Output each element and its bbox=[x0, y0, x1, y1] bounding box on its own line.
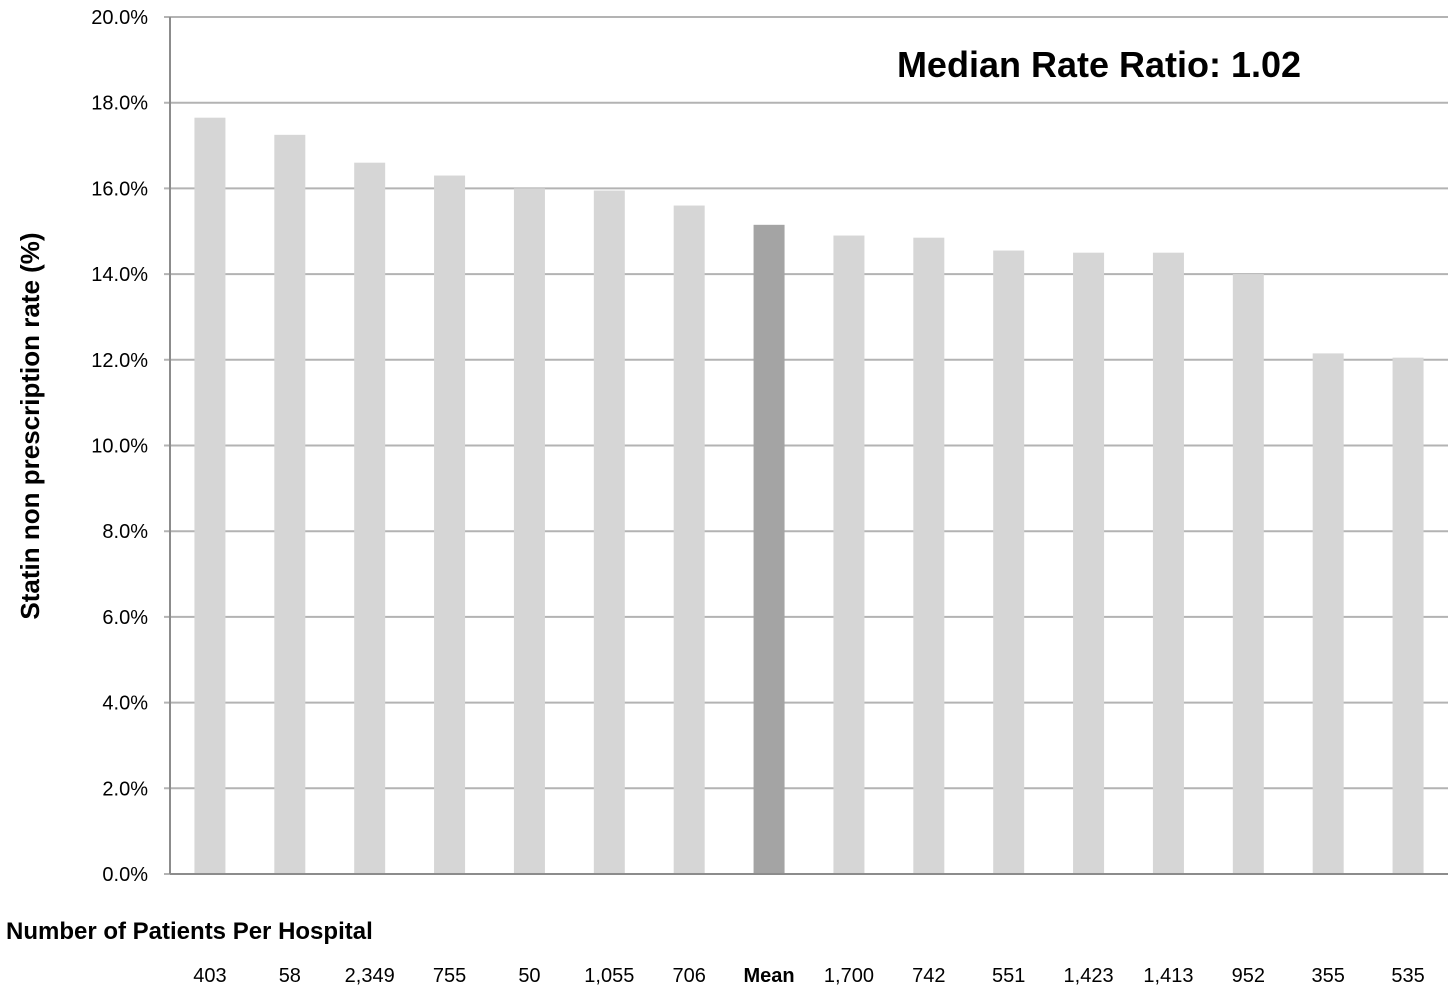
x-category-label: 355 bbox=[1312, 965, 1345, 987]
x-axis-title: Number of Patients Per Hospital bbox=[6, 918, 373, 945]
axes bbox=[169, 17, 1448, 875]
y-tick-label: 18.0% bbox=[91, 93, 148, 115]
bar bbox=[993, 250, 1025, 875]
y-tick-label: 20.0% bbox=[91, 7, 148, 29]
bar bbox=[673, 205, 705, 875]
y-tick-label: 2.0% bbox=[102, 778, 148, 800]
bar bbox=[513, 188, 545, 874]
bar bbox=[833, 235, 865, 874]
median-rate-ratio-annotation: Median Rate Ratio: 1.02 bbox=[897, 44, 1301, 85]
bar bbox=[274, 134, 306, 874]
bar bbox=[913, 237, 945, 875]
x-category-labels: 403 58 2,349 755 50 1,055 706 Mean 1,700 742 551 1,… bbox=[193, 965, 1425, 987]
x-category-label: 706 bbox=[673, 965, 706, 987]
x-category-label: Mean bbox=[744, 965, 795, 987]
y-tick-label: 0.0% bbox=[102, 864, 148, 886]
y-tick-labels: 0.0% 2.0% 4.0% 6.0% 8.0% 10.0% 12.0% 14.0% 16.0%… bbox=[91, 7, 148, 886]
bar bbox=[1312, 353, 1344, 874]
x-category-label: 535 bbox=[1391, 965, 1424, 987]
bars bbox=[194, 117, 1424, 875]
x-category-label: 2,349 bbox=[345, 965, 395, 987]
x-category-label: 1,423 bbox=[1064, 965, 1114, 987]
x-category-label: 742 bbox=[912, 965, 945, 987]
x-category-label: 50 bbox=[518, 965, 540, 987]
y-axis-title: Statin non prescription rate (%) bbox=[15, 232, 45, 619]
y-tick-label: 6.0% bbox=[102, 607, 148, 629]
x-category-label: 1,413 bbox=[1143, 965, 1193, 987]
x-category-label: 551 bbox=[992, 965, 1025, 987]
bar bbox=[354, 162, 386, 874]
bar bbox=[434, 175, 466, 875]
x-category-label: 952 bbox=[1232, 965, 1265, 987]
bar bbox=[593, 190, 625, 875]
bar-mean bbox=[753, 224, 785, 874]
x-category-label: 755 bbox=[433, 965, 466, 987]
y-tick-label: 12.0% bbox=[91, 350, 148, 372]
bar bbox=[194, 117, 226, 874]
bar bbox=[1392, 357, 1424, 875]
x-category-label: 1,055 bbox=[584, 965, 634, 987]
y-tick-label: 8.0% bbox=[102, 521, 148, 543]
y-tick-label: 14.0% bbox=[91, 264, 148, 286]
y-tick-label: 16.0% bbox=[91, 178, 148, 200]
x-category-label: 403 bbox=[193, 965, 226, 987]
bar bbox=[1073, 252, 1105, 875]
bar bbox=[1232, 274, 1264, 875]
bar bbox=[1152, 252, 1184, 875]
y-tick-label: 4.0% bbox=[102, 693, 148, 715]
x-category-label: 1,700 bbox=[824, 965, 874, 987]
x-category-label: 58 bbox=[279, 965, 301, 987]
y-tick-label: 10.0% bbox=[91, 436, 148, 458]
